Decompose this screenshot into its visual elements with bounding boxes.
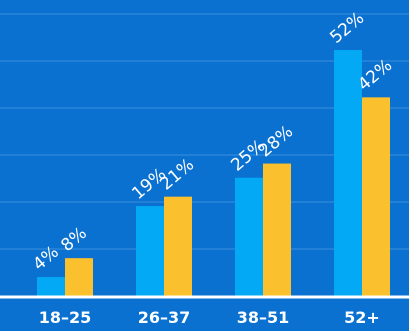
bar [65, 258, 93, 296]
data-label: 8% [57, 223, 91, 256]
bar [164, 196, 192, 296]
bar [37, 277, 65, 296]
category-label: 26–37 [138, 308, 191, 327]
bar [334, 50, 362, 296]
category-label: 38–51 [237, 308, 290, 327]
category-labels: 18–25 26–37 38–51 52+ [39, 308, 380, 327]
category-label: 18–25 [39, 308, 92, 327]
category-label: 52+ [344, 308, 380, 327]
bar [235, 177, 263, 296]
bar [136, 206, 164, 296]
bar [263, 163, 291, 296]
data-label: 21% [156, 155, 198, 195]
data-label: 4% [29, 242, 63, 275]
bar [362, 97, 390, 296]
bars [37, 50, 390, 296]
